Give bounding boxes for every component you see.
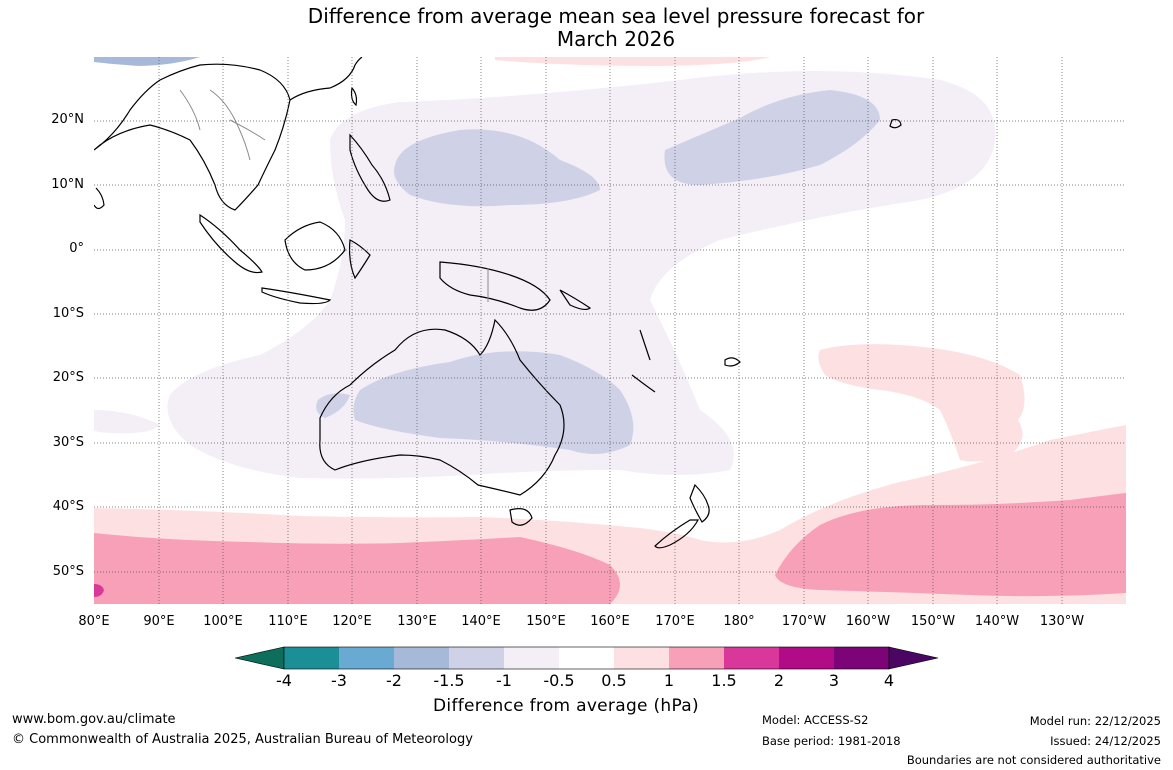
colorbar-extend-high [888,646,939,670]
colorbar-cell [504,647,559,669]
colorbar-frame [283,646,890,670]
colorbar-cell [669,647,724,669]
map-title-line2: March 2026 [556,27,676,51]
lat-label-10s: 10°S [52,306,84,321]
lon-label-140w: 140°W [974,614,1020,629]
graticule [94,57,1126,604]
asia-north-coastline [289,57,363,101]
colorbar-tick-label: 1 [663,671,675,690]
lon-label-170e: 170°E [655,614,695,629]
colorbar-tick-label: 1.5 [711,671,737,690]
colorbar-tick-label: 3 [828,671,840,690]
colorbar-tick-label: -3 [331,671,347,690]
lat-label-equator: 0° [69,241,84,256]
borneo-coastline [284,221,346,271]
lat-label-20n: 20°N [51,112,84,127]
footer-issued: Issued: 24/12/2025 [1050,734,1161,748]
footer-model-run: Model run: 22/12/2025 [1029,714,1161,728]
colorbar-tick-label: 4 [883,671,895,690]
sumatra-coastline [199,213,263,274]
lon-label-90e: 90°E [143,614,175,629]
vanuatu-coastline [639,329,651,361]
anomaly-region-negative-indian-ocean [316,393,350,418]
southeast-asia-coastline [94,63,291,211]
colorbar-title: Difference from average (hPa) [433,696,699,716]
solomon-islands-coastline [559,289,592,311]
lat-label-20s: 20°S [52,370,84,385]
new-zealand-north-coastline [689,483,710,523]
colorbar-extend-low [234,646,285,670]
lon-label-110e: 110°E [268,614,308,629]
colorbar-cells [234,646,939,670]
lat-label-10n: 10°N [51,177,84,192]
colorbar-cell [724,647,779,669]
anomaly-region-negative-asia [94,57,200,66]
colorbar-cell [834,647,889,669]
footer-website: www.bom.gov.au/climate [12,712,176,727]
tasmania-coastline [509,508,533,526]
map-title-line1: Difference from average mean sea level p… [307,4,925,28]
colorbar-cell [614,647,669,669]
anomaly-region-negative-north-west [394,129,600,207]
colorbar-tick-label: -0.5 [543,671,575,690]
australia-coastline [319,318,565,496]
new-zealand-south-coastline [654,519,700,549]
taiwan-coastline [350,86,358,107]
lat-label-30s: 30°S [52,435,84,450]
lon-label-160e: 160°E [590,614,630,629]
colorbar-tick-label: -4 [276,671,292,690]
philippines-coastline [349,133,391,202]
colorbar-tick-label: 2 [773,671,785,690]
colorbar-cell [394,647,449,669]
colorbar-tick-label: 0.5 [601,671,627,690]
footer-model: Model: ACCESS-S2 [762,713,869,727]
colorbar-cell [284,647,339,669]
lon-label-130e: 130°E [397,614,437,629]
lon-label-120e: 120°E [332,614,372,629]
lon-label-160w: 160°W [845,614,891,629]
new-guinea-coastline [439,261,551,311]
anomaly-region-positive-north [495,57,770,66]
lon-label-80e: 80°E [78,614,110,629]
footer-disclaimer: Boundaries are not considered authoritat… [906,753,1161,767]
sulawesi-coastline [348,239,371,280]
hawaii-coastline [889,118,902,129]
coastlines [94,57,902,549]
lat-label-50s: 50°S [52,564,84,579]
colorbar-cell [339,647,394,669]
lon-label-100e: 100°E [203,614,243,629]
lon-label-150e: 150°E [526,614,566,629]
new-caledonia-coastline [631,374,656,393]
sri-lanka-coastline [94,187,105,210]
country-borders [179,89,489,302]
lon-label-180: 180° [723,614,755,629]
anomaly-region-faint-negative-west [94,410,160,434]
colorbar-tick-label: -2 [386,671,402,690]
colorbar-cell [779,647,834,669]
colorbar-cell [449,647,504,669]
footer-copyright: © Commonwealth of Australia 2025, Austra… [12,732,473,747]
java-coastline [261,287,332,305]
lat-label-40s: 40°S [52,499,84,514]
anomaly-region-strong-positive-west [94,533,620,604]
footer-base-period: Base period: 1981-2018 [762,734,901,748]
fiji-coastline [724,357,741,367]
anomaly-region-negative-north-east [664,90,880,185]
colorbar-tick-label: -1.5 [433,671,465,690]
colorbar-tick-label: -1 [496,671,512,690]
colorbar-cell [559,647,614,669]
anomaly-region-positive-south-pacific [818,344,1025,462]
lon-label-150w: 150°W [910,614,956,629]
lon-label-140e: 140°E [461,614,501,629]
anomaly-region-strong-positive-east [775,493,1126,597]
anomaly-region-peak-positive [94,584,104,597]
lon-label-170w: 170°W [781,614,827,629]
indochina-borders [179,89,266,161]
lon-label-130w: 130°W [1039,614,1085,629]
